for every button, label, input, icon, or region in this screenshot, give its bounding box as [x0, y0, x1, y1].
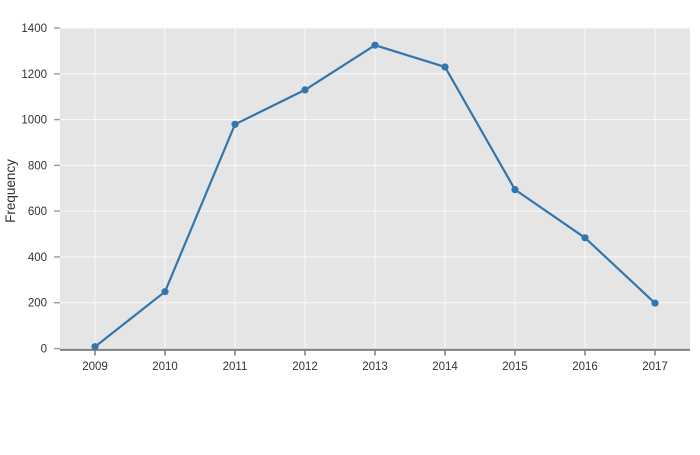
svg-text:600: 600	[28, 206, 47, 218]
svg-text:0: 0	[41, 344, 47, 356]
svg-text:1200: 1200	[21, 69, 47, 81]
svg-text:2013: 2013	[362, 361, 388, 373]
svg-text:Frequency: Frequency	[3, 159, 18, 223]
svg-text:2014: 2014	[432, 361, 458, 373]
svg-text:1400: 1400	[21, 23, 47, 35]
svg-text:800: 800	[28, 160, 47, 172]
svg-text:2011: 2011	[223, 361, 248, 373]
svg-text:2009: 2009	[82, 361, 108, 373]
svg-text:2016: 2016	[572, 361, 598, 373]
svg-text:2012: 2012	[292, 361, 318, 373]
svg-text:2010: 2010	[152, 361, 178, 373]
svg-text:400: 400	[28, 252, 47, 264]
svg-text:2015: 2015	[502, 361, 528, 373]
svg-text:2017: 2017	[642, 361, 668, 373]
svg-text:1000: 1000	[21, 115, 47, 127]
svg-text:200: 200	[28, 298, 47, 310]
